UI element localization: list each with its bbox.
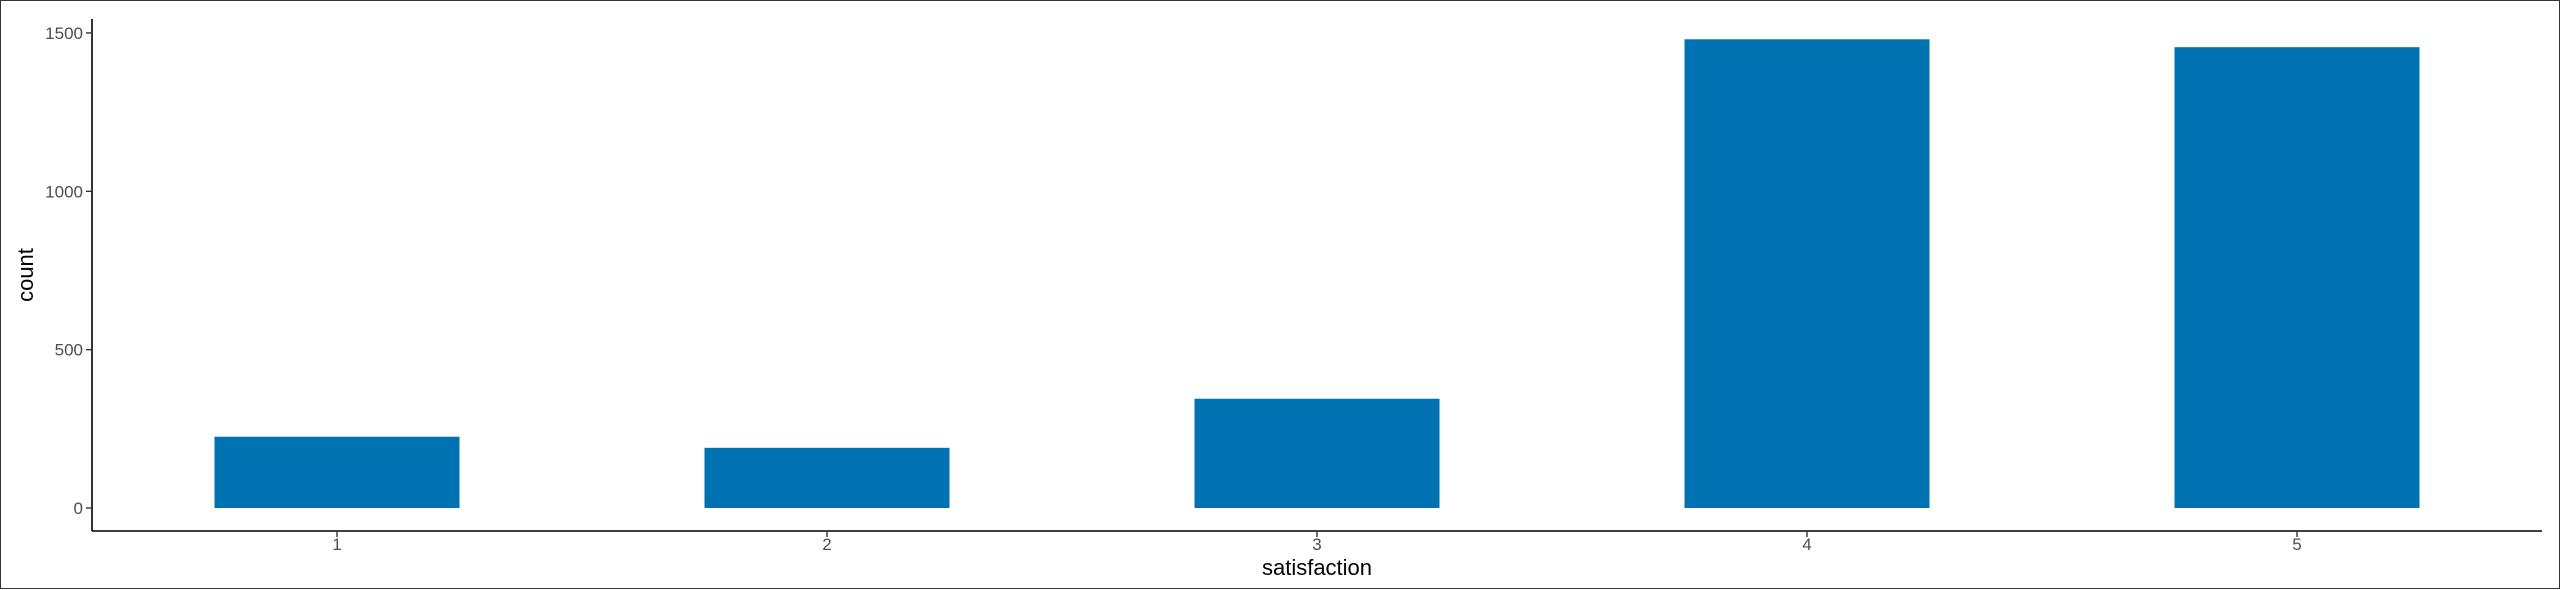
bar-3	[1194, 398, 1440, 508]
bar-5	[2174, 47, 2420, 508]
x-tick-label: 2	[822, 535, 831, 554]
x-tick-label: 4	[1802, 535, 1811, 554]
x-tick-label: 5	[2292, 535, 2301, 554]
x-axis-ticks: 1 2 3 4 5	[332, 531, 2302, 554]
y-tick-label: 1500	[45, 24, 83, 43]
bar-group	[214, 39, 2420, 509]
y-tick-label: 1000	[45, 182, 83, 201]
y-axis-ticks: 0 500 1000 1500	[45, 24, 92, 518]
bar-4	[1684, 39, 1930, 509]
y-axis-label: count	[13, 248, 38, 302]
bar-1	[214, 436, 460, 508]
x-tick-label: 1	[332, 535, 341, 554]
y-tick-label: 500	[55, 341, 83, 360]
y-tick-label: 0	[74, 499, 83, 518]
bar-2	[704, 447, 950, 508]
x-tick-label: 3	[1312, 535, 1321, 554]
x-axis-label: satisfaction	[1262, 555, 1372, 580]
